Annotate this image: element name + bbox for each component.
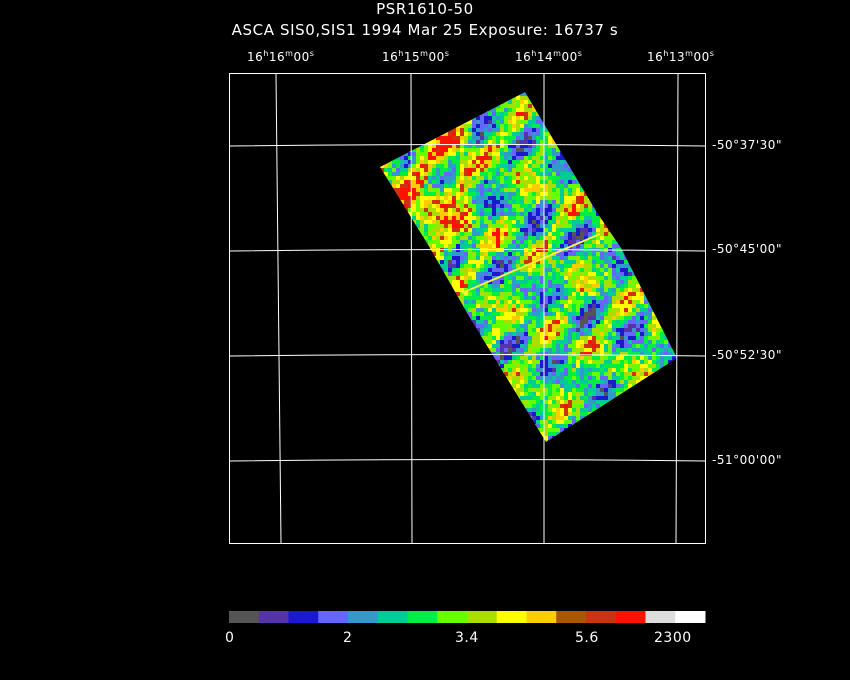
- plot-frame: [229, 73, 706, 544]
- dec-grid: [229, 144, 706, 462]
- ra-label-4: 16h13m00s: [647, 49, 715, 64]
- colorbar-swatch: [318, 611, 349, 623]
- colorbar-label-5: 2300: [654, 630, 692, 646]
- colorbar-swatch: [586, 611, 617, 623]
- dec-label-1: -50°37'30": [712, 138, 782, 152]
- ra-label-3: 16h14m00s: [515, 49, 583, 64]
- colorbar-label-1: 0: [225, 630, 235, 646]
- colorbar-swatch: [467, 611, 498, 623]
- colorbar-swatch: [645, 611, 676, 623]
- colorbar-label-2: 2: [343, 630, 353, 646]
- colorbar-swatch: [675, 611, 706, 623]
- ra-label-1: 16h16m00s: [247, 49, 315, 64]
- colorbar-swatch: [377, 611, 408, 623]
- colorbar-swatch: [615, 611, 646, 623]
- colorbar-swatch: [437, 611, 468, 623]
- colorbar-swatch: [288, 611, 319, 623]
- colorbar-swatch: [348, 611, 379, 623]
- colorbar-swatch: [496, 611, 527, 623]
- colorbar-swatch: [556, 611, 587, 623]
- dec-label-4: -51°00'00": [712, 453, 782, 467]
- xray-intensity-map: [380, 92, 677, 442]
- ra-label-2: 16h15m00s: [382, 49, 450, 64]
- colorbar-swatch: [407, 611, 438, 623]
- colorbar-swatch: [229, 611, 260, 623]
- colorbar-swatch: [526, 611, 557, 623]
- colorbar-label-3: 3.4: [455, 630, 479, 646]
- dec-label-2: -50°45'00": [712, 242, 782, 256]
- ra-grid: [275, 73, 679, 544]
- colorbar: [229, 611, 706, 623]
- detector-seam: [461, 233, 601, 294]
- colorbar-swatch: [258, 611, 289, 623]
- dec-label-3: -50°52'30": [712, 348, 782, 362]
- observation-info: ASCA SIS0,SIS1 1994 Mar 25 Exposure: 167…: [231, 21, 619, 39]
- colorbar-label-4: 5.6: [575, 630, 599, 646]
- image-title: PSR1610-50: [376, 0, 474, 18]
